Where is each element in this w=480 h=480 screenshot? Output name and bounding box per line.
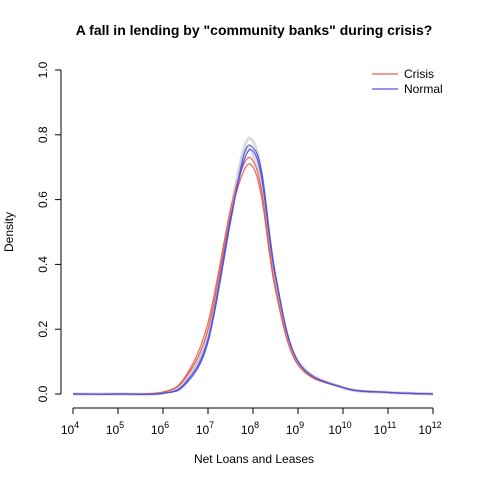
x-tick-label: 108	[241, 420, 259, 437]
x-tick-label: 1012	[418, 420, 441, 437]
x-tick-label: 105	[106, 420, 124, 437]
legend-label-normal: Normal	[404, 82, 443, 96]
x-tick-label: 106	[151, 420, 169, 437]
x-tick-label: 104	[61, 420, 79, 437]
y-tick-label: 0.0	[36, 385, 50, 402]
y-tick-label: 0.2	[36, 321, 50, 338]
y-tick-label: 0.8	[36, 126, 50, 143]
x-axis-label: Net Loans and Leases	[194, 452, 314, 466]
x-tick-label: 1010	[328, 420, 351, 437]
density-curves	[72, 144, 434, 395]
x-tick-label: 107	[196, 420, 214, 437]
y-tick-label: 0.6	[36, 191, 50, 208]
chart-title: A fall in lending by "community banks" d…	[76, 22, 433, 38]
legend-label-crisis: Crisis	[404, 67, 434, 81]
y-tick-label: 1.0	[36, 61, 50, 78]
axes: 0.0 0.2 0.4 0.6 0.8 1.0 104 105 106 107 108 109 1010…	[36, 61, 441, 437]
y-tick-label: 0.4	[36, 256, 50, 273]
series-line-normal-3	[72, 144, 434, 395]
x-tick-label: 1011	[374, 420, 397, 437]
y-axis-label: Density	[2, 212, 16, 252]
x-tick-label: 109	[286, 420, 304, 437]
